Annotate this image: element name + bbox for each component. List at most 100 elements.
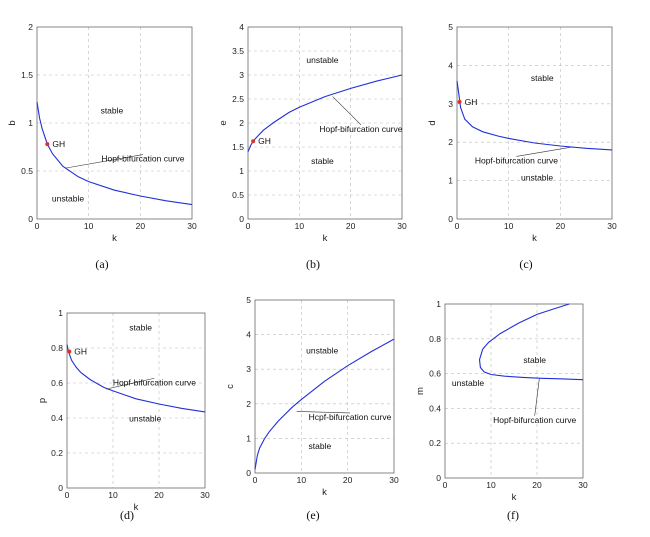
x-tick-label: 30 <box>607 221 617 231</box>
plot-frame <box>254 299 395 474</box>
x-tick-label: 20 <box>343 475 353 485</box>
y-tick-label: 0 <box>239 214 244 224</box>
x-tick-label: 0 <box>253 475 258 485</box>
y-tick-label: 3.5 <box>232 46 244 56</box>
y-tick-label: 0 <box>436 473 441 483</box>
y-tick-label: 3 <box>246 364 251 374</box>
x-tick-label: 30 <box>397 221 407 231</box>
x-tick-label: 30 <box>389 475 399 485</box>
panel-caption: (c) <box>519 257 532 271</box>
y-tick-label: 0 <box>448 214 453 224</box>
y-tick-label: 1.5 <box>232 142 244 152</box>
y-axis-label: c <box>225 384 236 389</box>
x-tick-label: 10 <box>486 480 496 490</box>
annotation-leader-line <box>106 377 155 390</box>
x-axis-label: k <box>323 233 328 244</box>
region-label-unstable: unstable <box>52 194 84 204</box>
gh-label: GH <box>74 347 87 357</box>
chart-a: 0 10 20 30 0 0.5 1 1.5 2 k b stable unstable Hopf-bif… <box>7 22 197 271</box>
y-tick-label: 0.4 <box>51 413 63 423</box>
plot-frame <box>444 303 584 479</box>
y-tick-label: 1 <box>246 433 251 443</box>
y-tick-label: 0.2 <box>51 448 63 458</box>
region-label-unstable: unstable <box>521 173 553 183</box>
annotation-leader-line <box>65 154 143 169</box>
region-label-unstable: unstable <box>452 378 484 388</box>
panel-caption: (f) <box>507 508 519 522</box>
y-tick-label: 2 <box>448 137 453 147</box>
y-tick-label: 0.5 <box>232 190 244 200</box>
x-tick-label: 10 <box>108 490 118 500</box>
plot-frame <box>456 26 613 220</box>
x-tick-label: 10 <box>297 475 307 485</box>
y-axis-label: e <box>218 120 229 125</box>
gh-point <box>251 139 256 144</box>
y-tick-label: 0 <box>246 468 251 478</box>
y-tick-label: 0.6 <box>51 378 63 388</box>
gh-label: GH <box>258 136 271 146</box>
y-axis-label: m <box>415 387 426 395</box>
x-tick-label: 0 <box>35 221 40 231</box>
region-label-stable: stable <box>129 323 152 333</box>
y-tick-label: 3 <box>239 70 244 80</box>
x-tick-label: 30 <box>187 221 197 231</box>
x-tick-label: 20 <box>154 490 164 500</box>
y-tick-label: 3 <box>448 99 453 109</box>
gh-label: GH <box>465 97 478 107</box>
gh-point <box>67 349 72 354</box>
y-tick-label: 0.8 <box>429 334 441 344</box>
x-tick-label: 20 <box>532 480 542 490</box>
y-tick-label: 0.8 <box>51 343 63 353</box>
region-label-stable: stable <box>101 105 124 115</box>
y-tick-label: 1 <box>58 308 63 318</box>
x-axis-label: k <box>134 502 139 513</box>
region-label-stable: stable <box>531 73 554 83</box>
chart-d: 0 10 20 30 0 0.2 0.4 0.6 0.8 1 k p stable unstable Hop… <box>37 308 210 522</box>
y-tick-label: 0 <box>28 214 33 224</box>
y-tick-label: 2.5 <box>232 94 244 104</box>
gh-point <box>457 99 462 104</box>
x-tick-label: 0 <box>65 490 70 500</box>
x-tick-label: 30 <box>578 480 588 490</box>
x-tick-label: 10 <box>295 221 305 231</box>
y-tick-label: 1 <box>436 299 441 309</box>
x-axis-label: k <box>112 233 117 244</box>
annotation-leader-line <box>516 146 574 157</box>
region-label-unstable: unstable <box>306 346 338 356</box>
x-axis-label: k <box>512 492 517 503</box>
chart-b: 0 10 20 30 0 0.5 1 1.5 2 2.5 3 3.5 4 k e unstable stable… <box>218 22 407 271</box>
annotation-label: Hopf-bifurcation curve <box>475 155 558 165</box>
y-tick-label: 4 <box>448 60 453 70</box>
y-tick-label: 2 <box>239 118 244 128</box>
gh-point <box>45 142 50 147</box>
y-tick-label: 5 <box>448 22 453 32</box>
y-tick-label: 1 <box>28 118 33 128</box>
hopf-bifurcation-curve <box>254 338 395 470</box>
hopf-bifurcation-curve <box>478 303 584 381</box>
y-tick-label: 1 <box>448 176 453 186</box>
x-tick-label: 0 <box>443 480 448 490</box>
x-tick-label: 20 <box>136 221 146 231</box>
panel-caption: (a) <box>95 257 108 271</box>
region-label-stable: stable <box>311 156 334 166</box>
y-tick-label: 0.6 <box>429 369 441 379</box>
x-axis-label: k <box>532 233 537 244</box>
y-tick-label: 4 <box>239 22 244 32</box>
y-axis-label: b <box>7 120 18 125</box>
annotation-label: Hopf-bifurcation curve <box>319 124 402 134</box>
x-tick-label: 10 <box>84 221 94 231</box>
x-tick-label: 0 <box>246 221 251 231</box>
x-axis-label: k <box>322 487 327 498</box>
chart-f: 0 10 20 30 0 0.2 0.4 0.6 0.8 1 k m stable unstable Hop… <box>415 299 588 522</box>
chart-e: 0 10 20 30 0 1 2 3 4 5 k c unstable stable Hcpf-bifurc… <box>225 295 399 522</box>
x-tick-label: 0 <box>455 221 460 231</box>
hopf-bifurcation-curve <box>247 74 403 153</box>
x-tick-label: 20 <box>556 221 566 231</box>
annotation-leader-line <box>296 411 350 414</box>
y-tick-label: 1.5 <box>21 70 33 80</box>
annotation-label: Hopf-bifurcation curve <box>101 154 184 164</box>
y-tick-label: 0.4 <box>429 403 441 413</box>
annotation-label: Hopf-bifurcation curve <box>493 415 576 425</box>
y-tick-label: 0 <box>58 483 63 493</box>
hopf-bifurcation-curve <box>66 344 206 413</box>
